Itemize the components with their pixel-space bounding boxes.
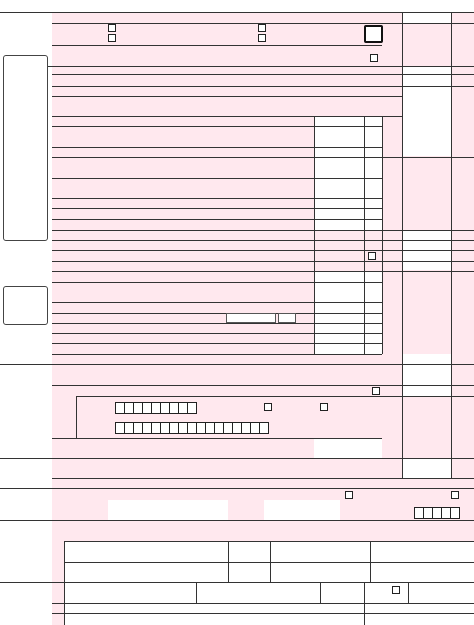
rule bbox=[52, 323, 382, 324]
rule bbox=[52, 45, 382, 46]
sub-amount-1 bbox=[314, 116, 382, 158]
option-checkbox[interactable] bbox=[258, 24, 266, 32]
rule bbox=[52, 23, 474, 24]
sub-amount-4 bbox=[314, 322, 382, 354]
rule bbox=[52, 302, 382, 303]
amount-col-top bbox=[402, 13, 451, 23]
table-divider bbox=[320, 583, 321, 603]
option-checkbox[interactable] bbox=[370, 54, 378, 62]
rule bbox=[52, 313, 382, 314]
rule bbox=[52, 126, 382, 127]
sub-col-divider-2 bbox=[364, 116, 365, 354]
table-divider bbox=[408, 583, 409, 603]
inline-entry-field-small[interactable] bbox=[278, 313, 296, 323]
digit-box[interactable] bbox=[187, 402, 197, 414]
section-rule bbox=[0, 488, 474, 489]
rule bbox=[52, 96, 402, 97]
sub-amount-5 bbox=[314, 438, 382, 458]
sub-amount-3 bbox=[314, 272, 382, 322]
section-rule bbox=[0, 364, 474, 365]
option-checkbox[interactable] bbox=[372, 387, 380, 395]
rule bbox=[52, 333, 382, 334]
rule bbox=[52, 198, 382, 199]
rule bbox=[52, 240, 474, 241]
table-divider bbox=[196, 583, 197, 603]
entry-field-medium[interactable] bbox=[264, 500, 340, 520]
table-divider bbox=[270, 541, 271, 582]
sub-col-divider bbox=[314, 116, 315, 354]
rule bbox=[64, 562, 474, 563]
inline-entry-field[interactable] bbox=[226, 313, 276, 323]
rule bbox=[52, 157, 474, 158]
id-digit-boxes-long[interactable] bbox=[115, 422, 269, 434]
amount-col-4 bbox=[402, 458, 451, 478]
sub-amount-2 bbox=[314, 158, 382, 230]
amount-col-1 bbox=[402, 66, 451, 156]
section-rule bbox=[0, 458, 474, 459]
preparer-table bbox=[64, 583, 474, 625]
left-section-bracket-small bbox=[3, 286, 48, 325]
table-divider bbox=[364, 583, 365, 625]
rule bbox=[48, 66, 474, 67]
table-divider bbox=[64, 541, 65, 582]
rule bbox=[52, 261, 474, 262]
amount-col-divider bbox=[402, 13, 403, 478]
left-section-bracket bbox=[3, 55, 48, 241]
rule bbox=[64, 603, 474, 604]
rule bbox=[52, 385, 474, 386]
top-rule bbox=[0, 12, 474, 13]
option-checkbox[interactable] bbox=[320, 403, 328, 411]
section-rule bbox=[0, 520, 474, 521]
rule bbox=[52, 74, 474, 75]
rule bbox=[52, 438, 382, 439]
digit-box[interactable] bbox=[450, 507, 460, 519]
amount-col-divider-2 bbox=[451, 13, 452, 478]
digit-box[interactable] bbox=[259, 422, 269, 434]
option-checkbox[interactable] bbox=[345, 491, 353, 499]
entry-field-wide[interactable] bbox=[108, 500, 228, 520]
rule bbox=[52, 208, 382, 209]
id-digit-boxes-short[interactable] bbox=[115, 402, 197, 414]
table-divider bbox=[64, 583, 65, 625]
sub-col-divider-3 bbox=[382, 116, 383, 354]
rule bbox=[76, 396, 474, 397]
rule bbox=[52, 116, 402, 117]
large-entry-box[interactable] bbox=[364, 25, 383, 43]
rule bbox=[52, 478, 474, 479]
rule bbox=[52, 147, 382, 148]
rule bbox=[52, 282, 382, 283]
table-divider bbox=[228, 541, 229, 582]
rule bbox=[64, 613, 474, 614]
option-checkbox[interactable] bbox=[392, 586, 400, 594]
rule bbox=[52, 343, 382, 344]
rule bbox=[52, 178, 382, 179]
option-checkbox[interactable] bbox=[368, 252, 376, 260]
signature-table bbox=[64, 541, 474, 582]
rule bbox=[52, 271, 474, 272]
rule bbox=[64, 541, 474, 542]
table-divider bbox=[370, 541, 371, 582]
indent-rule bbox=[76, 396, 77, 438]
option-checkbox[interactable] bbox=[451, 491, 459, 499]
option-checkbox[interactable] bbox=[258, 34, 266, 42]
option-checkbox[interactable] bbox=[264, 403, 272, 411]
amount-col-3 bbox=[402, 354, 451, 396]
section-rule bbox=[0, 582, 474, 583]
rule bbox=[52, 230, 474, 231]
rule bbox=[52, 250, 474, 251]
rule bbox=[52, 354, 382, 355]
option-checkbox[interactable] bbox=[108, 34, 116, 42]
code-digit-boxes[interactable] bbox=[414, 507, 460, 519]
rule bbox=[52, 86, 474, 87]
option-checkbox[interactable] bbox=[108, 24, 116, 32]
rule bbox=[52, 219, 382, 220]
